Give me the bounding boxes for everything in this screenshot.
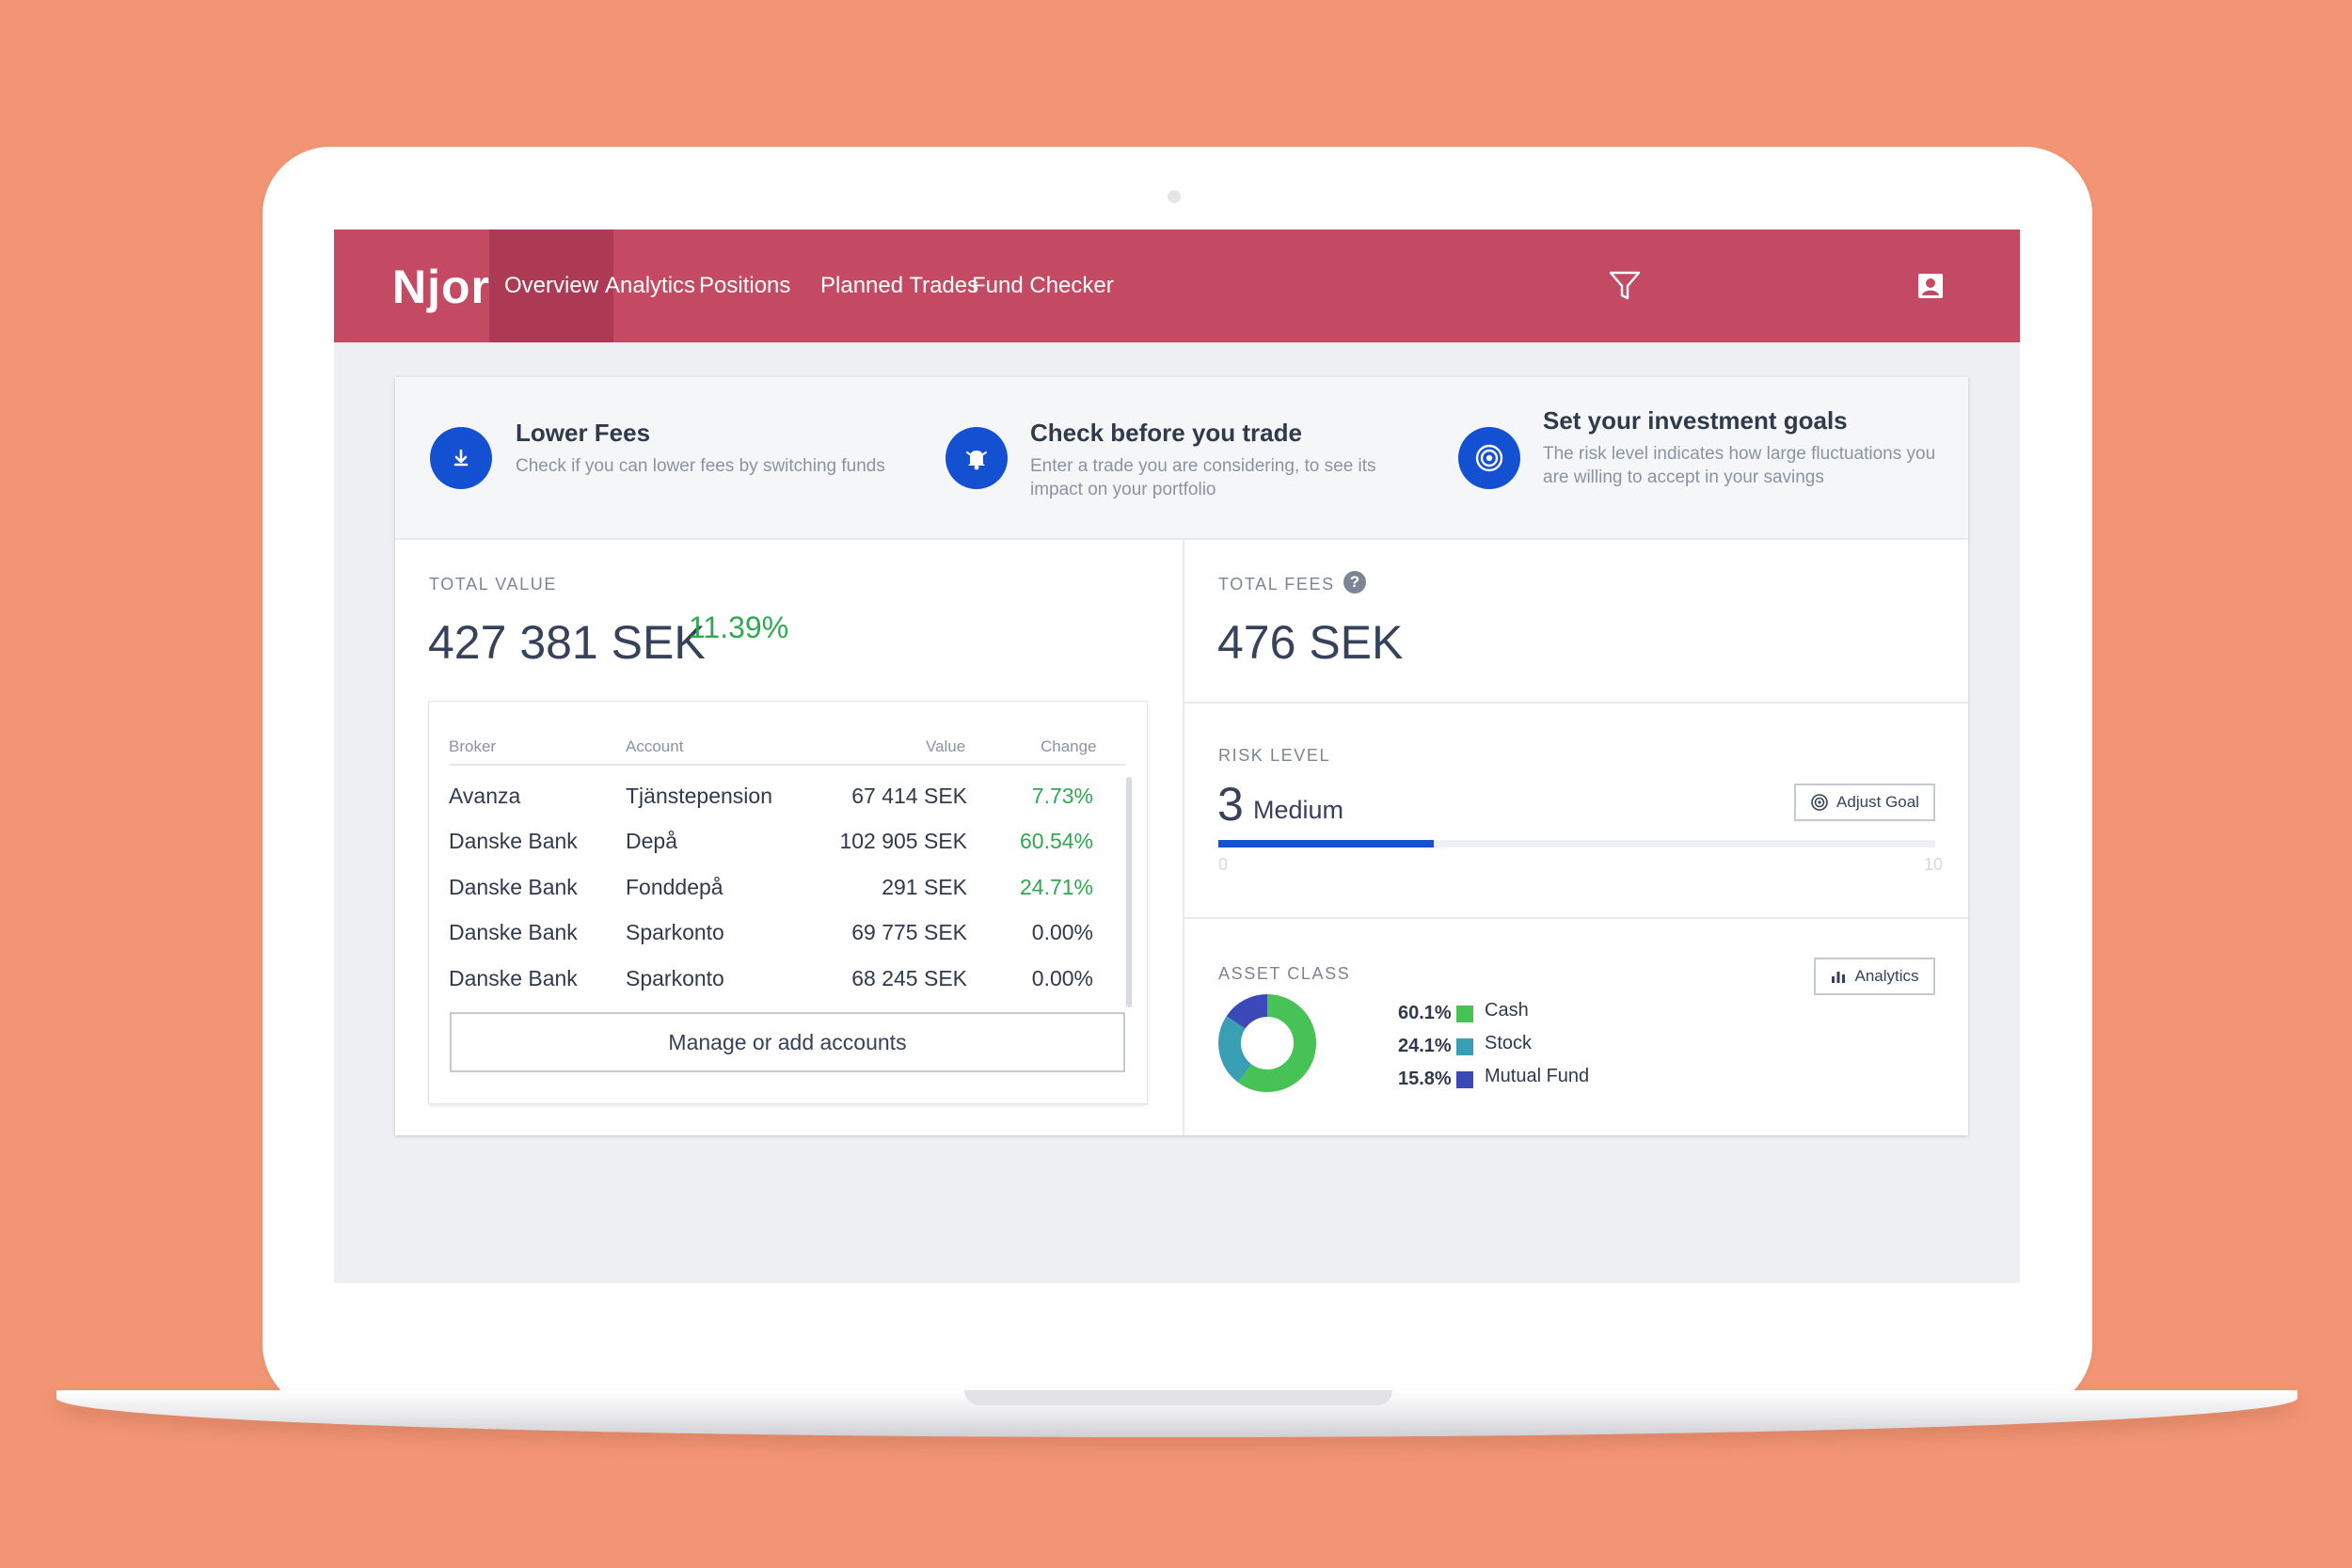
cell-broker: Danske Bank (449, 829, 578, 853)
cell-account: Tjänstepension (626, 784, 772, 808)
laptop-base-notch (964, 1390, 1392, 1405)
risk-level-name: Medium (1253, 796, 1344, 824)
legend-name: Stock (1485, 1033, 1533, 1053)
legend-swatch (1456, 1038, 1473, 1055)
bell-icon (946, 427, 1008, 489)
adjust-goal-button[interactable]: Adjust Goal (1794, 784, 1935, 821)
section-divider (1184, 917, 1968, 919)
tip-title: Set your investment goals (1543, 406, 1848, 435)
target-icon (1458, 427, 1520, 489)
legend-name: Cash (1485, 1000, 1529, 1021)
cell-broker: Danske Bank (449, 875, 578, 899)
donut-segment-stock (1218, 994, 1316, 1092)
legend-name: Mutual Fund (1485, 1066, 1590, 1086)
analytics-button[interactable]: Analytics (1814, 958, 1935, 995)
cell-change: 7.73% (1031, 784, 1093, 808)
tip-lower-fees[interactable]: Lower Fees Check if you can lower fees b… (395, 377, 922, 540)
filter-icon[interactable] (1606, 267, 1644, 305)
asset-class-label: ASSET CLASS (1218, 964, 1351, 983)
accounts-table: Broker Account Value Change Avanza Tjäns… (429, 702, 1147, 1103)
cell-value: 102 905 SEK (839, 829, 967, 853)
cell-broker: Avanza (449, 784, 521, 808)
risk-level-label: RISK LEVEL (1218, 746, 1331, 765)
nav-planned-trades[interactable]: Planned Trades (820, 273, 979, 298)
cell-value: 68 245 SEK (851, 966, 967, 990)
header-divider (449, 764, 1126, 766)
legend-swatch (1456, 1071, 1473, 1088)
download-icon (430, 427, 492, 489)
user-profile-icon[interactable] (1912, 267, 1949, 305)
header-broker: Broker (449, 737, 497, 755)
tips-strip: Lower Fees Check if you can lower fees b… (395, 377, 1968, 540)
total-fees-amount: 476 SEK (1217, 616, 1404, 669)
cell-value: 67 414 SEK (851, 784, 967, 808)
header-change: Change (1041, 737, 1097, 755)
donut-segment-mutual-fund (1218, 994, 1316, 1092)
column-divider (1183, 540, 1184, 1135)
app-screen: Njorda Overview Analytics Positions Plan… (334, 230, 2020, 1283)
total-value-label: TOTAL VALUE (429, 575, 557, 594)
overview-card: Lower Fees Check if you can lower fees b… (395, 377, 1968, 1135)
adjust-goal-label: Adjust Goal (1836, 793, 1919, 811)
risk-min-label: 0 (1218, 855, 1229, 874)
cell-account: Sparkonto (626, 966, 724, 990)
cell-change: 60.54% (1019, 829, 1093, 853)
bar-chart-icon (1832, 972, 1846, 983)
cell-account: Depå (626, 829, 677, 853)
header-account: Account (626, 737, 684, 755)
risk-level-bar (1218, 840, 1935, 847)
tip-description: The risk level indicates how large fluct… (1543, 444, 1936, 487)
tip-check-before-trade[interactable]: Check before you trade Enter a trade you… (922, 377, 1430, 540)
cell-broker: Danske Bank (449, 966, 578, 990)
total-value-amount: 427 381 SEK (428, 616, 706, 669)
cell-value: 69 775 SEK (851, 920, 967, 944)
target-icon (1811, 794, 1828, 811)
cell-account: Fonddepå (626, 875, 723, 899)
header-value: Value (926, 737, 966, 755)
tip-description: Check if you can lower fees by switching… (516, 456, 885, 476)
cell-change: 24.71% (1019, 875, 1093, 899)
cell-account: Sparkonto (626, 920, 724, 944)
tip-title: Lower Fees (516, 419, 651, 447)
nav-analytics[interactable]: Analytics (605, 273, 696, 298)
top-navbar: Njorda Overview Analytics Positions Plan… (334, 230, 2020, 342)
risk-max-label: 10 (1924, 855, 1944, 874)
tip-title: Check before you trade (1030, 419, 1302, 447)
nav-positions[interactable]: Positions (699, 273, 791, 298)
camera (1168, 190, 1181, 203)
cell-broker: Danske Bank (449, 920, 578, 944)
nav-fund-checker[interactable]: Fund Checker (972, 273, 1114, 298)
manage-accounts-button[interactable]: Manage or add accounts (450, 1012, 1125, 1072)
cell-value: 291 SEK (882, 875, 967, 899)
legend-swatch (1456, 1006, 1473, 1022)
analytics-button-label: Analytics (1854, 967, 1919, 985)
cell-change: 0.00% (1031, 966, 1093, 990)
help-icon[interactable]: ? (1343, 571, 1366, 594)
table-scrollbar[interactable] (1126, 777, 1132, 1007)
total-fees-label: TOTAL FEES (1218, 575, 1335, 594)
section-divider (1184, 702, 1968, 704)
legend-pct: 15.8% (1398, 1069, 1452, 1089)
tip-description: Enter a trade you are considering, to se… (1030, 456, 1376, 499)
nav-overview[interactable]: Overview (489, 230, 614, 342)
legend-pct: 60.1% (1398, 1003, 1452, 1023)
legend-pct: 24.1% (1398, 1036, 1452, 1056)
risk-level-fill (1218, 840, 1434, 847)
asset-class-donut-chart (1218, 994, 1316, 1092)
risk-level-number: 3 (1217, 778, 1244, 831)
cell-change: 0.00% (1031, 920, 1093, 944)
tip-investment-goals[interactable]: Set your investment goals The risk level… (1430, 377, 1968, 540)
total-value-change: 11.39% (689, 610, 789, 644)
